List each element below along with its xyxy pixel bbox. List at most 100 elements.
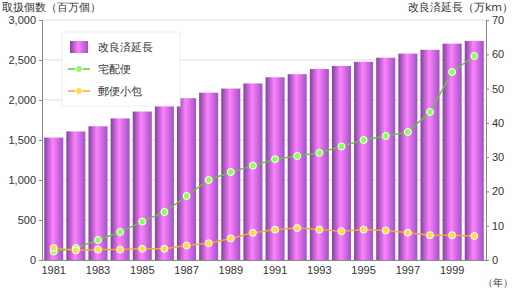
marks [44,41,484,260]
marker [272,156,279,163]
tick-label: 40 [492,117,504,129]
tick-mark [39,20,42,21]
marker [404,229,411,236]
bar [243,83,262,260]
y2-axis: 0 10 20 30 40 50 60 70 [486,14,504,266]
tick-label: 500 [18,214,36,226]
marker [183,242,190,249]
marker [183,193,190,200]
tick: 1987 [174,264,198,276]
grid-line [42,20,486,21]
bar [44,138,63,260]
tick-mark [486,20,489,21]
legend-label: 郵便小包 [98,85,142,98]
marker [338,228,345,235]
tick-label: 1985 [130,264,154,276]
tick-mark [486,157,489,158]
tick-label: 1995 [351,264,375,276]
tick-label: 0 [492,254,498,266]
tick: 2,000 [8,94,42,106]
tick-mark [39,60,42,61]
bar [66,131,85,260]
chart: 0 500 1,000 1,500 2,000 2,500 3,000 0 10 20 30 40 50… [0,0,516,291]
tick: 1995 [351,264,375,276]
marker [249,229,256,236]
bar [88,126,107,260]
marker [227,169,234,176]
tick: 0 [486,254,498,266]
marker [227,235,234,242]
line [54,228,475,250]
tick-mark [486,89,489,90]
tick-label: 1989 [219,264,243,276]
tick: 1989 [219,264,243,276]
tick-label: 1983 [86,264,110,276]
marker [471,233,478,240]
grid-line [42,220,486,221]
marker [205,177,212,184]
marker [338,143,345,150]
tick-mark [39,220,42,221]
tick-mark [486,191,489,192]
marker [72,247,79,254]
grid-line [42,260,486,261]
bar [398,54,417,260]
marker [249,162,256,169]
tick-label: 70 [492,14,504,26]
marker [449,232,456,239]
tick-label: 2,000 [8,94,36,106]
tick: 1997 [396,264,420,276]
marker [139,245,146,252]
bar [266,77,285,260]
tick-label: 50 [492,83,504,95]
tick-mark [486,54,489,55]
tick-label: 0 [30,254,36,266]
axis-line [487,21,490,261]
marker [449,69,456,76]
tick: 10 [486,220,504,232]
marker [316,149,323,156]
legend-marker [76,66,83,73]
bar [133,112,152,260]
bar [443,44,462,260]
marker [360,226,367,233]
marker [316,226,323,233]
marker [94,246,101,253]
marker [382,227,389,234]
bar [288,74,307,260]
marker [161,245,168,252]
tick: 3,000 [8,14,42,26]
tick-mark [486,123,489,124]
bar [177,98,196,260]
tick: 60 [486,48,504,60]
marker [117,229,124,236]
tick: 1,500 [8,134,42,146]
y-axis-title: 取扱個数（百万個） [2,1,101,14]
legend-label: 宅配便 [98,63,131,76]
marker [294,153,301,160]
bar [465,41,484,260]
legend: 改良済延長宅配便郵便小包 [62,32,180,106]
marker [139,218,146,225]
bar [155,106,174,260]
legend-box [62,32,180,106]
tick: 2,500 [8,54,42,66]
tick-mark [39,180,42,181]
line [54,56,475,251]
tick-label: 20 [492,185,504,197]
tick-label: 1,500 [8,134,36,146]
tick-label: 2,500 [8,54,36,66]
marker [294,225,301,232]
tick-label: 1997 [396,264,420,276]
tick: 1,000 [8,174,42,186]
tick-mark [486,226,489,227]
axis-line [43,260,487,261]
tick: 500 [18,214,42,226]
tick-label: 10 [492,220,504,232]
tick: 30 [486,151,504,163]
tick: 50 [486,83,504,95]
tick-label: 30 [492,151,504,163]
tick: 70 [486,14,504,26]
tick: 1991 [263,264,287,276]
legend-label: 改良済延長 [98,41,153,54]
